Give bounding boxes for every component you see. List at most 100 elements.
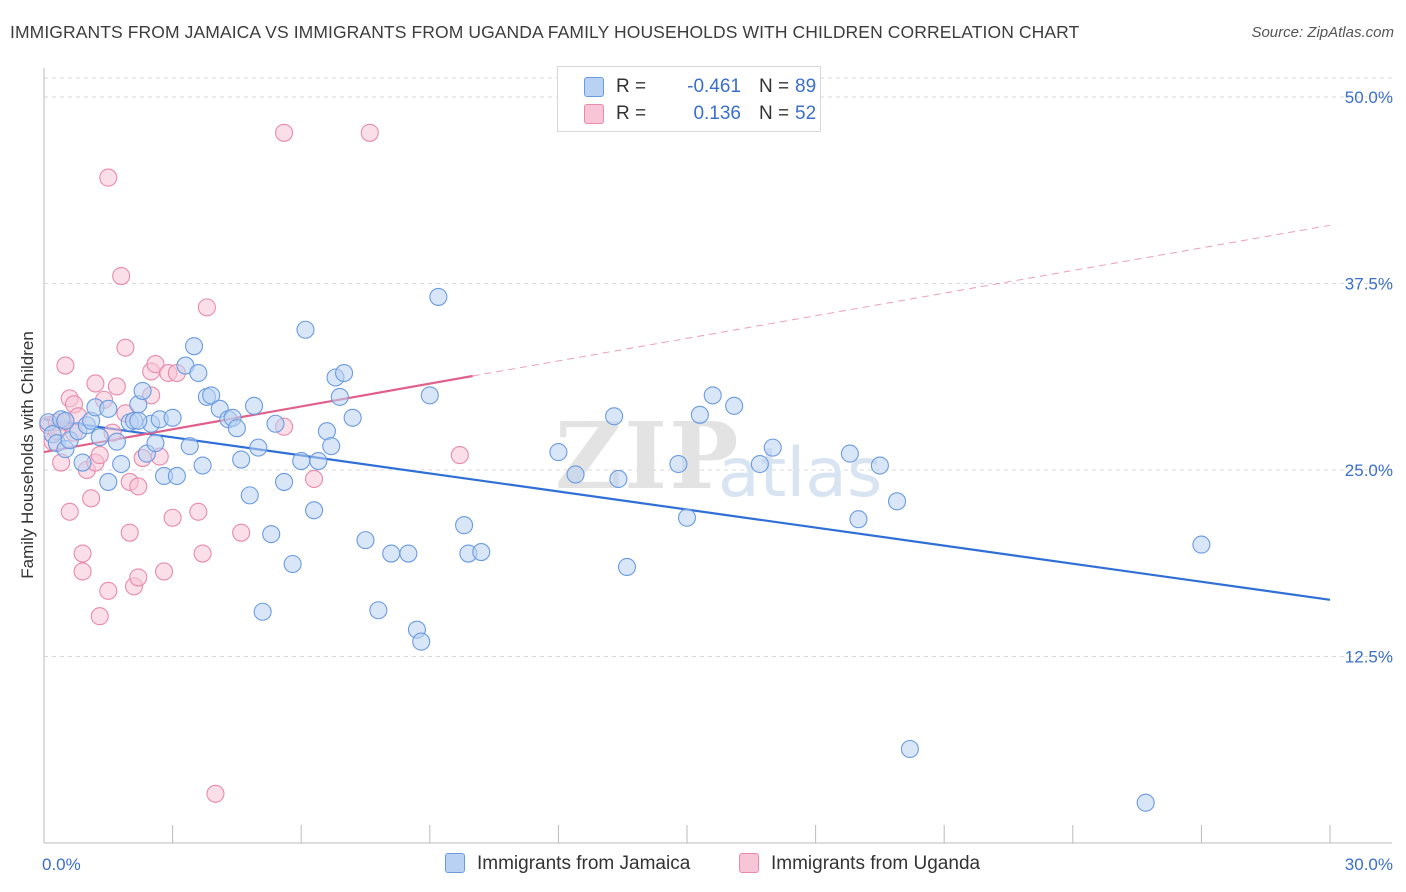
uganda-point xyxy=(275,123,294,142)
jamaica-point xyxy=(292,451,311,471)
y-tick-label: 37.5% xyxy=(1345,275,1393,294)
jamaica-point xyxy=(677,508,697,527)
uganda-point xyxy=(129,568,148,587)
correlation-legend: R = -0.461 N = 89 R = 0.136 N = 52 xyxy=(557,66,821,132)
x-tick-label: 0.0% xyxy=(42,855,81,874)
uganda-point xyxy=(163,508,182,527)
tick-labels: 12.5% 25.0% 37.5% 50.0% 0.0% 30.0% xyxy=(42,88,1393,874)
data-points xyxy=(39,123,1211,812)
jamaica-point xyxy=(887,492,907,511)
r-label: R = xyxy=(616,103,647,124)
y-tick-label: 50.0% xyxy=(1345,88,1393,107)
jamaica-point xyxy=(900,739,919,759)
jamaica-point xyxy=(305,501,324,520)
jamaica-point xyxy=(249,438,268,457)
uganda-point xyxy=(450,446,469,465)
r-value: -0.461 xyxy=(687,76,741,97)
jamaica-point xyxy=(609,469,628,489)
uganda-point xyxy=(99,168,118,187)
uganda-point xyxy=(206,784,225,803)
r-label: R = xyxy=(616,76,647,97)
uganda-point xyxy=(90,446,109,465)
jamaica-point xyxy=(566,465,585,484)
uganda-point xyxy=(82,489,101,508)
uganda-point xyxy=(60,502,79,521)
uganda-point xyxy=(232,523,251,542)
jamaica-point xyxy=(870,456,889,475)
uganda-point xyxy=(99,581,118,600)
jamaica-swatch xyxy=(584,77,604,97)
jamaica-point xyxy=(412,632,431,651)
x-tick-label: 30.0% xyxy=(1345,855,1393,874)
legend-label: Immigrants from Jamaica xyxy=(477,853,691,874)
jamaica-point xyxy=(296,320,315,339)
jamaica-point xyxy=(283,554,302,574)
jamaica-point xyxy=(146,434,165,453)
r-value: 0.136 xyxy=(693,103,741,124)
jamaica-point xyxy=(133,381,152,400)
axes xyxy=(43,68,1392,844)
jamaica-point xyxy=(262,525,281,544)
uganda-point xyxy=(90,607,109,626)
jamaica-point xyxy=(244,396,264,415)
jamaica-point xyxy=(73,453,92,472)
jamaica-point xyxy=(840,444,859,463)
jamaica-point xyxy=(193,456,212,475)
uganda-point xyxy=(305,469,324,489)
grid-lines xyxy=(44,77,1392,657)
jamaica-point xyxy=(189,363,208,383)
jamaica-point xyxy=(163,408,182,427)
jamaica-point xyxy=(202,386,221,405)
n-value: 89 xyxy=(795,76,817,97)
jamaica-point xyxy=(56,411,75,430)
uganda-point xyxy=(86,374,105,393)
uganda-point xyxy=(360,123,379,142)
jamaica-point xyxy=(763,438,782,457)
uganda-point xyxy=(193,544,212,563)
jamaica-point xyxy=(184,337,204,356)
jamaica-point xyxy=(399,544,418,563)
jamaica-point xyxy=(472,543,491,562)
uganda-point xyxy=(107,377,126,396)
jamaica-point xyxy=(382,544,401,563)
jamaica-point xyxy=(849,510,868,529)
jamaica-point xyxy=(429,287,448,306)
jamaica-point xyxy=(725,396,744,415)
uganda-trend-extension xyxy=(472,224,1331,377)
jamaica-point xyxy=(107,432,126,451)
jamaica-point xyxy=(240,486,259,505)
jamaica-point xyxy=(90,428,109,447)
jamaica-point xyxy=(330,387,349,406)
jamaica-point xyxy=(750,454,769,474)
jamaica-point xyxy=(180,437,199,456)
jamaica-point xyxy=(703,386,722,405)
jamaica-point xyxy=(549,443,568,462)
n-label: N = xyxy=(759,103,790,124)
jamaica-point xyxy=(420,386,439,405)
jamaica-point xyxy=(1136,793,1155,812)
uganda-point xyxy=(112,266,131,286)
jamaica-point xyxy=(99,472,118,491)
legend-label: Immigrants from Uganda xyxy=(771,853,981,874)
uganda-point xyxy=(73,544,92,563)
jamaica-point xyxy=(167,466,186,486)
jamaica-point xyxy=(317,422,336,441)
uganda-point xyxy=(189,502,208,521)
uganda-point xyxy=(129,477,148,496)
jamaica-point xyxy=(617,557,637,577)
jamaica-swatch xyxy=(445,853,465,873)
jamaica-point xyxy=(1192,535,1211,554)
uganda-point xyxy=(146,355,165,374)
uganda-swatch xyxy=(739,853,759,873)
n-value: 52 xyxy=(795,103,817,124)
uganda-swatch xyxy=(584,104,604,124)
watermark-zip: ZIP xyxy=(555,402,740,510)
jamaica-point xyxy=(227,419,246,438)
uganda-point xyxy=(116,338,135,357)
uganda-point xyxy=(197,298,216,317)
jamaica-point xyxy=(669,454,688,474)
y-tick-label: 25.0% xyxy=(1345,461,1393,480)
jamaica-point xyxy=(356,531,375,550)
